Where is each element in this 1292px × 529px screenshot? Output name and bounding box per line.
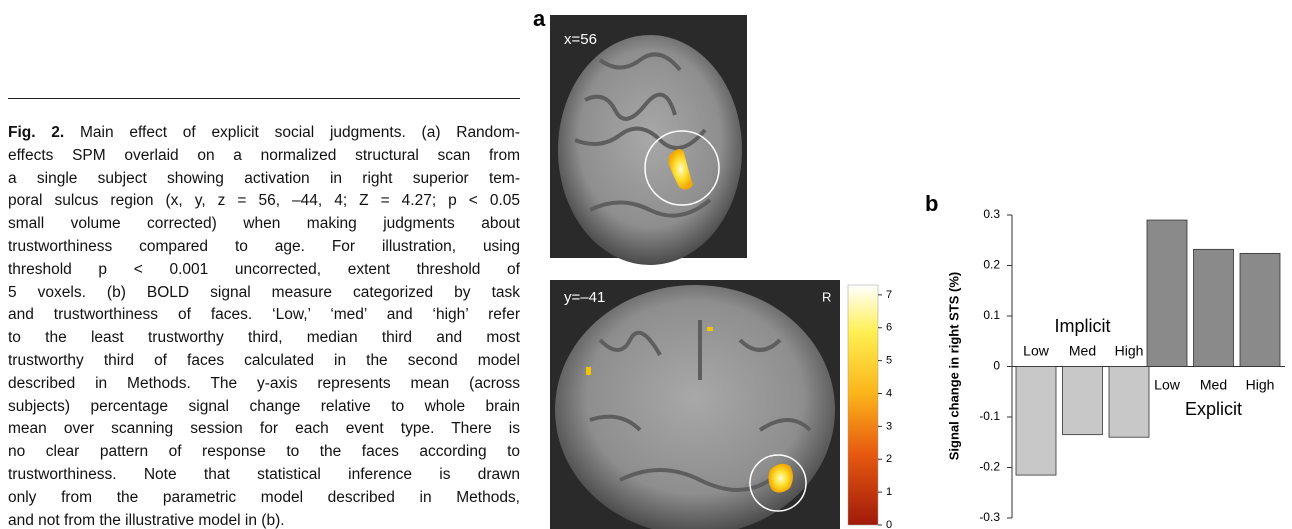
brain bbox=[555, 285, 835, 529]
colorbar-tick-label: 2 bbox=[886, 453, 892, 465]
x-tick-label: High bbox=[1115, 343, 1144, 359]
page: Fig. 2. Main effect of explicit social j… bbox=[0, 0, 1292, 529]
y-tick-label: 0.1 bbox=[983, 308, 1000, 322]
x-tick-label: Low bbox=[1154, 377, 1181, 393]
y-tick-label: 0 bbox=[993, 359, 1000, 373]
colorbar-tick-label: 0 bbox=[886, 519, 892, 529]
colorbar-tick-label: 6 bbox=[886, 322, 892, 334]
figure: a x=56 y=–41 R b Signal change in right … bbox=[0, 0, 1292, 529]
colorbar-tick-label: 3 bbox=[886, 420, 892, 432]
bar bbox=[1063, 367, 1103, 435]
x-tick-label: High bbox=[1246, 377, 1275, 393]
panel-label: a bbox=[533, 6, 546, 31]
colorbar-tick-label: 7 bbox=[886, 289, 892, 301]
y-tick-label: 0.2 bbox=[983, 258, 1000, 272]
x-tick-label: Med bbox=[1069, 343, 1096, 359]
bar bbox=[1016, 367, 1056, 476]
legend-group-label: Explicit bbox=[1185, 399, 1242, 419]
bar bbox=[1240, 253, 1280, 366]
y-tick-label: -0.1 bbox=[979, 409, 1000, 423]
side-label: R bbox=[822, 289, 831, 304]
slice-label: y=–41 bbox=[564, 289, 605, 306]
x-tick-label: Med bbox=[1200, 377, 1227, 393]
y-tick-label: -0.2 bbox=[979, 460, 1000, 474]
colorbar-tick-label: 4 bbox=[886, 387, 892, 399]
colorbar-tick-label: 1 bbox=[886, 486, 892, 498]
legend-group-label: Implicit bbox=[1054, 316, 1110, 336]
y-axis-label: Signal change in right STS (%) bbox=[946, 272, 961, 461]
bar bbox=[1194, 249, 1234, 366]
y-tick-label: -0.3 bbox=[979, 510, 1000, 524]
activation bbox=[586, 367, 591, 375]
slice-label: x=56 bbox=[564, 31, 597, 48]
x-tick-label: Low bbox=[1023, 343, 1050, 359]
colorbar-tick-label: 5 bbox=[886, 355, 892, 367]
panel-label: b bbox=[925, 191, 938, 216]
y-tick-label: 0.3 bbox=[983, 207, 1000, 221]
colorbar bbox=[848, 285, 878, 525]
bar bbox=[1109, 367, 1149, 438]
bar bbox=[1147, 220, 1187, 366]
activation bbox=[707, 327, 713, 331]
